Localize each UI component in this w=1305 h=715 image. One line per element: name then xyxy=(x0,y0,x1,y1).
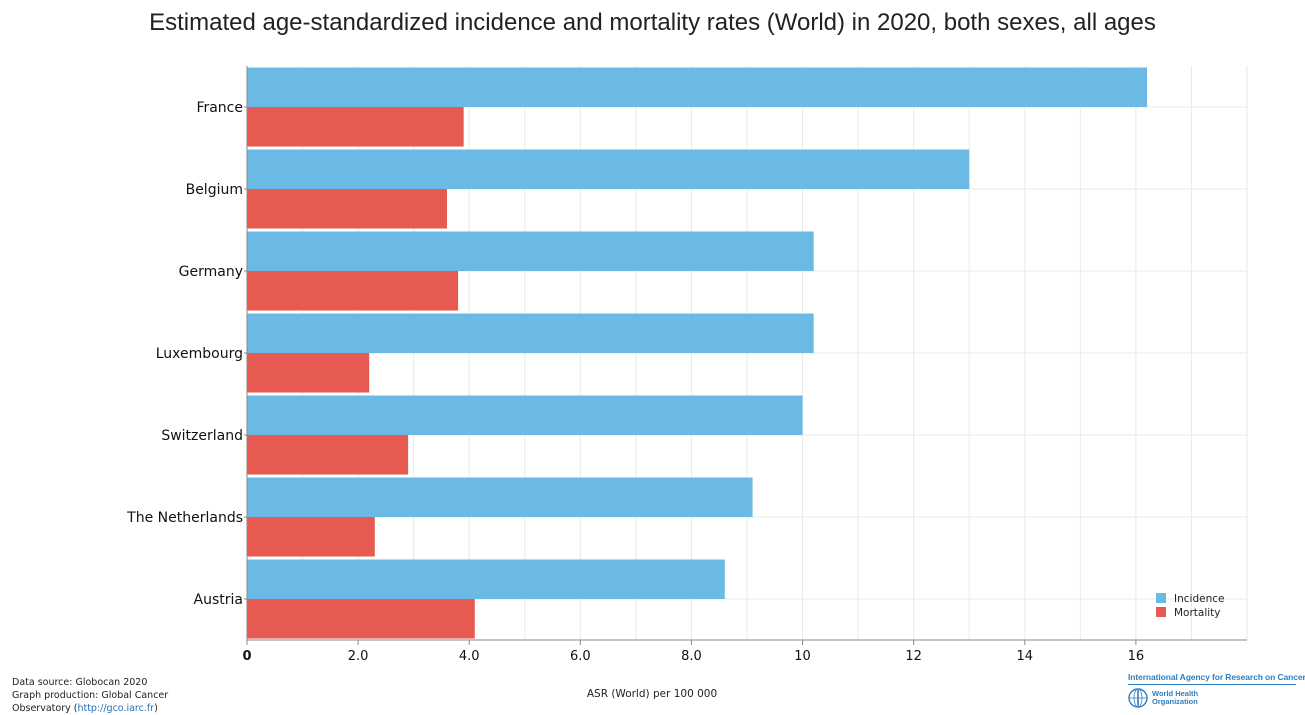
who-name-line-2: Organization xyxy=(1152,697,1198,706)
legend-label-incidence: Incidence xyxy=(1174,593,1224,605)
x-tick-labels: 0 2.0 4.0 6.0 8.0 10 12 14 16 xyxy=(242,640,1144,664)
bars xyxy=(247,67,1147,639)
x-tick-label: 8.0 xyxy=(681,649,702,664)
who-emblem-icon xyxy=(1128,688,1148,708)
iarc-logo-text: International Agency for Research on Can… xyxy=(1128,672,1305,685)
source-line-2: Graph production: Global Cancer xyxy=(12,690,169,701)
x-tick-label: 12 xyxy=(905,649,922,664)
bar-mortality-austria[interactable] xyxy=(247,599,475,639)
bar-incidence-germany[interactable] xyxy=(247,231,814,272)
bar-incidence-france[interactable] xyxy=(247,67,1147,108)
source-line-3: Observatory (http://gco.iarc.fr) xyxy=(12,702,168,715)
x-tick-label: 10 xyxy=(794,649,811,664)
bar-incidence-luxembourg[interactable] xyxy=(247,313,814,354)
x-tick-label: 2.0 xyxy=(348,649,369,664)
bar-mortality-france[interactable] xyxy=(247,107,464,147)
category-label: Austria xyxy=(194,592,243,608)
x-tick-label: 6.0 xyxy=(570,649,591,664)
x-tick-label: 4.0 xyxy=(459,649,480,664)
category-label: The Netherlands xyxy=(126,510,243,526)
source-link[interactable]: http://gco.iarc.fr xyxy=(77,703,155,714)
data-source-note: Data source: Globocan 2020 Graph product… xyxy=(12,676,168,715)
bar-mortality-luxembourg[interactable] xyxy=(247,353,370,393)
bar-mortality-belgium[interactable] xyxy=(247,189,447,229)
category-label: Switzerland xyxy=(161,428,243,444)
bar-mortality-switzerland[interactable] xyxy=(247,435,409,475)
who-logo: World Health Organization xyxy=(1128,688,1296,708)
source-prefix: Observatory ( xyxy=(12,703,78,714)
category-labels: France Belgium Germany Luxembourg Switzerlan… xyxy=(126,100,247,608)
category-label: Belgium xyxy=(186,182,243,198)
legend-swatch-incidence xyxy=(1156,593,1166,603)
who-name-line-1: World Health xyxy=(1152,689,1199,698)
legend-swatch-mortality xyxy=(1156,607,1166,617)
source-suffix: ) xyxy=(154,703,158,714)
chart-title: Estimated age-standardized incidence and… xyxy=(149,9,1156,36)
x-axis-label: ASR (World) per 100 000 xyxy=(587,688,717,700)
bar-incidence-belgium[interactable] xyxy=(247,149,970,190)
category-label: France xyxy=(196,100,243,116)
source-line-1: Data source: Globocan 2020 xyxy=(12,677,148,688)
bar-incidence-the-netherlands[interactable] xyxy=(247,477,753,518)
x-tick-label: 0 xyxy=(242,649,251,664)
x-tick-label: 14 xyxy=(1017,649,1034,664)
bar-incidence-switzerland[interactable] xyxy=(247,395,803,436)
category-label: Luxembourg xyxy=(156,346,243,362)
bar-incidence-austria[interactable] xyxy=(247,559,725,600)
bar-mortality-germany[interactable] xyxy=(247,271,459,311)
bar-mortality-the-netherlands[interactable] xyxy=(247,517,375,557)
legend: Incidence Mortality xyxy=(1156,593,1224,619)
x-tick-label: 16 xyxy=(1128,649,1145,664)
category-label: Germany xyxy=(179,264,243,280)
who-name: World Health Organization xyxy=(1152,690,1198,706)
organization-logos: International Agency for Research on Can… xyxy=(1128,672,1305,708)
legend-label-mortality: Mortality xyxy=(1174,607,1221,619)
